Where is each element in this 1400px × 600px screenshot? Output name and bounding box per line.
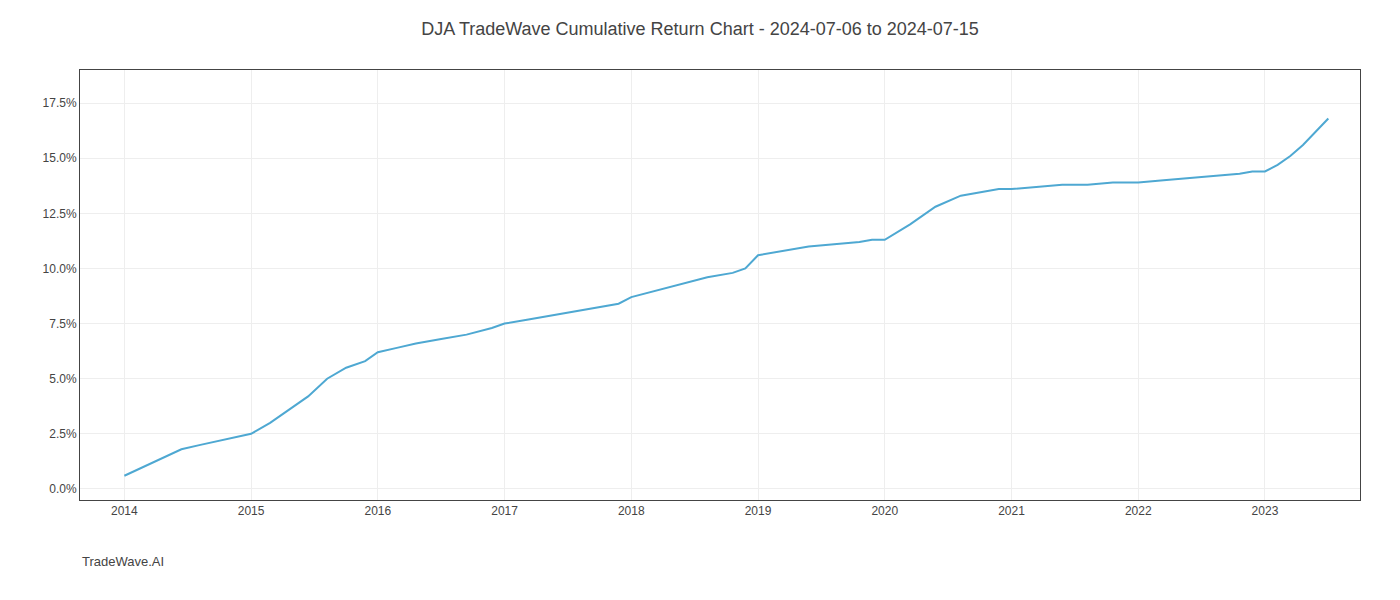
svg-text:2023: 2023: [1252, 504, 1279, 518]
svg-text:0.0%: 0.0%: [49, 482, 77, 496]
svg-text:2015: 2015: [238, 504, 265, 518]
svg-text:DJA TradeWave Cumulative Retur: DJA TradeWave Cumulative Return Chart - …: [421, 19, 979, 39]
svg-text:17.5%: 17.5%: [43, 96, 77, 110]
svg-text:2016: 2016: [364, 504, 391, 518]
svg-text:2019: 2019: [745, 504, 772, 518]
svg-text:2020: 2020: [871, 504, 898, 518]
svg-text:15.0%: 15.0%: [43, 151, 77, 165]
svg-text:12.5%: 12.5%: [43, 207, 77, 221]
svg-text:2021: 2021: [998, 504, 1025, 518]
svg-text:2018: 2018: [618, 504, 645, 518]
svg-text:2.5%: 2.5%: [49, 427, 77, 441]
svg-text:10.0%: 10.0%: [43, 262, 77, 276]
svg-text:2017: 2017: [491, 504, 518, 518]
svg-text:7.5%: 7.5%: [49, 317, 77, 331]
svg-text:TradeWave.AI: TradeWave.AI: [82, 554, 164, 569]
svg-text:2022: 2022: [1125, 504, 1152, 518]
svg-text:2014: 2014: [111, 504, 138, 518]
svg-text:5.0%: 5.0%: [49, 372, 77, 386]
